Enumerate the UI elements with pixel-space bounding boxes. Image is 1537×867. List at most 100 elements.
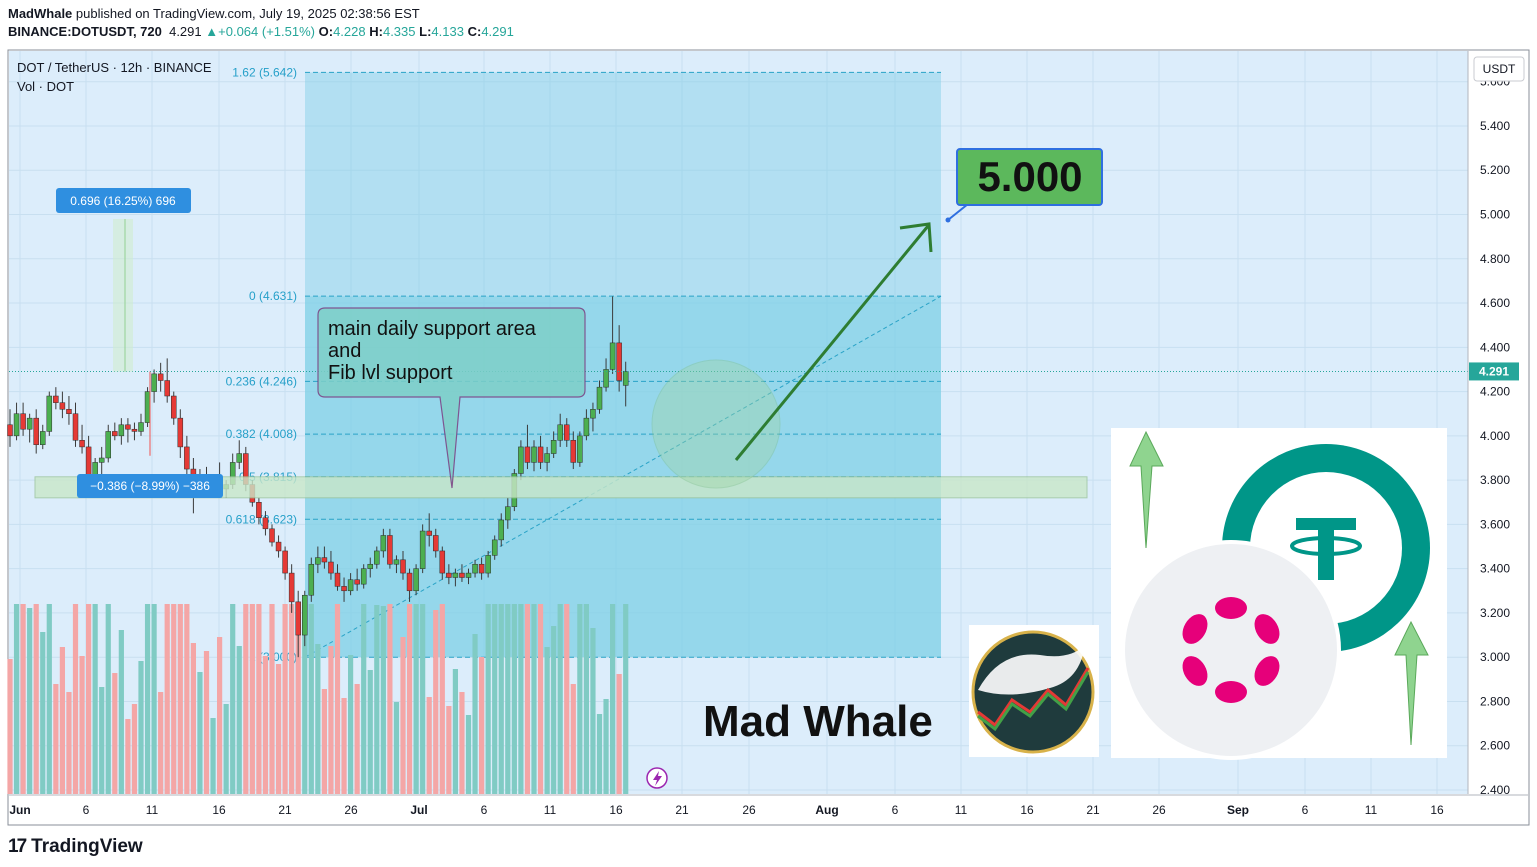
volume-bar <box>7 659 13 794</box>
volume-bar <box>131 704 138 794</box>
volume-bar <box>531 604 537 794</box>
candle-body <box>367 563 373 569</box>
candle-body <box>282 550 288 574</box>
price-tick-label: 5.400 <box>1480 119 1510 133</box>
volume-bar <box>86 604 92 794</box>
candle-body <box>53 395 59 403</box>
volume-bar <box>498 604 504 794</box>
volume-bar <box>485 604 491 794</box>
volume-bar <box>321 689 327 794</box>
time-tick-label: 16 <box>609 803 623 817</box>
volume-bar <box>492 604 498 794</box>
volume-bar <box>112 673 118 794</box>
time-tick-label: 6 <box>1302 803 1309 817</box>
volume-bar <box>243 604 249 794</box>
lightning-bolt <box>653 771 662 786</box>
author-name[interactable]: MadWhale <box>8 6 73 21</box>
volume-bar <box>295 624 301 794</box>
target-label: 5.000 <box>977 153 1082 200</box>
candle-body <box>59 402 66 410</box>
currency-button[interactable] <box>1473 56 1525 82</box>
last-price: 4.291 <box>169 24 202 39</box>
change-value: +0.064 (+1.51%) <box>218 24 315 39</box>
candle-body <box>288 572 295 603</box>
volume-bar <box>27 608 33 794</box>
focus-circle <box>651 359 781 489</box>
volume-bar <box>138 661 144 794</box>
volume-bar <box>406 604 413 794</box>
volume-bar <box>446 706 452 794</box>
volume-bar <box>393 702 400 794</box>
high-value: 4.335 <box>382 24 416 39</box>
time-tick-label: 11 <box>544 803 557 817</box>
candle-body <box>465 572 472 578</box>
time-axis-panel[interactable] <box>9 795 1528 824</box>
polkadot-dot <box>1182 656 1208 686</box>
volume-bar <box>610 604 616 794</box>
candle-body <box>184 446 190 470</box>
volume-bar <box>282 604 288 794</box>
candle-body <box>570 440 577 463</box>
volume-bar <box>413 604 419 794</box>
candle-body <box>387 535 393 565</box>
polkadot-dot <box>1182 614 1208 644</box>
volume-bar <box>472 634 478 794</box>
volume-bar <box>361 604 367 794</box>
volume-bar <box>171 604 177 794</box>
candle-body <box>537 446 544 463</box>
time-tick-label: Jul <box>410 803 427 817</box>
volume-bar <box>564 604 570 794</box>
overlays: DOT / TetherUS · 12h · BINANCE Vol · DOT <box>17 60 1447 789</box>
fib-level-label: 0 (4.631) <box>249 289 297 303</box>
whale-chart-line-green <box>977 671 1090 732</box>
candle-body <box>40 431 46 445</box>
price-tick-label: 4.400 <box>1480 340 1510 354</box>
candle-body <box>177 417 184 448</box>
tv-logo-icon: 17 <box>8 836 27 857</box>
candle-body <box>269 528 275 543</box>
candle-body <box>550 440 557 454</box>
volume-bar <box>230 604 236 794</box>
candle-body <box>112 431 118 437</box>
target-box <box>956 148 1103 206</box>
candle-body <box>105 431 111 459</box>
time-axis[interactable]: Jun 6 11 16 21 26 Jul 6 11 16 21 26 Aug 6 11 16 21 26 Sep 6… <box>9 794 1528 824</box>
volume-bar <box>105 604 111 794</box>
tradingview-logo[interactable]: 17 TradingView <box>8 836 143 858</box>
volume-bar <box>623 604 629 794</box>
measure-up-badge <box>56 188 191 213</box>
candle-body <box>125 424 131 430</box>
currency-button-label[interactable]: USDT <box>1483 62 1516 76</box>
up-arrow-icon <box>1129 430 1164 549</box>
candle-body <box>439 550 446 574</box>
candle-body <box>171 395 177 419</box>
volume-bar <box>583 604 589 794</box>
candle-body <box>472 563 478 574</box>
fib-level-label: 0.236 (4.246) <box>226 374 297 388</box>
time-tick-label: 26 <box>742 803 756 817</box>
price-axis-panel[interactable] <box>1469 51 1528 794</box>
candle-body <box>275 541 282 552</box>
polkadot-dot <box>1254 656 1280 686</box>
publish-header: MadWhale published on TradingView.com, J… <box>8 6 420 21</box>
candle-body <box>426 530 432 536</box>
candle-body <box>334 572 341 587</box>
volume-bar <box>236 646 242 794</box>
time-tick-label: 11 <box>955 803 968 817</box>
volume-bar <box>164 604 170 794</box>
volume-bar <box>302 604 308 794</box>
time-tick-label: 16 <box>1430 803 1444 817</box>
volume-bar <box>354 684 360 794</box>
change-arrow-icon: ▲ <box>205 24 219 39</box>
candle-body <box>413 568 419 592</box>
price-tick-label: 2.600 <box>1480 739 1510 753</box>
volume-bar <box>387 604 393 794</box>
price-tick-label: 3.200 <box>1480 606 1510 620</box>
low-value: 4.133 <box>431 24 464 39</box>
price-axis[interactable]: 5.6005.4005.2005.0004.8004.6004.4004.200… <box>1467 51 1528 797</box>
volume-bar <box>275 664 282 794</box>
volume-bar <box>99 687 105 794</box>
candle-body <box>341 586 347 592</box>
candle-body <box>33 417 39 445</box>
